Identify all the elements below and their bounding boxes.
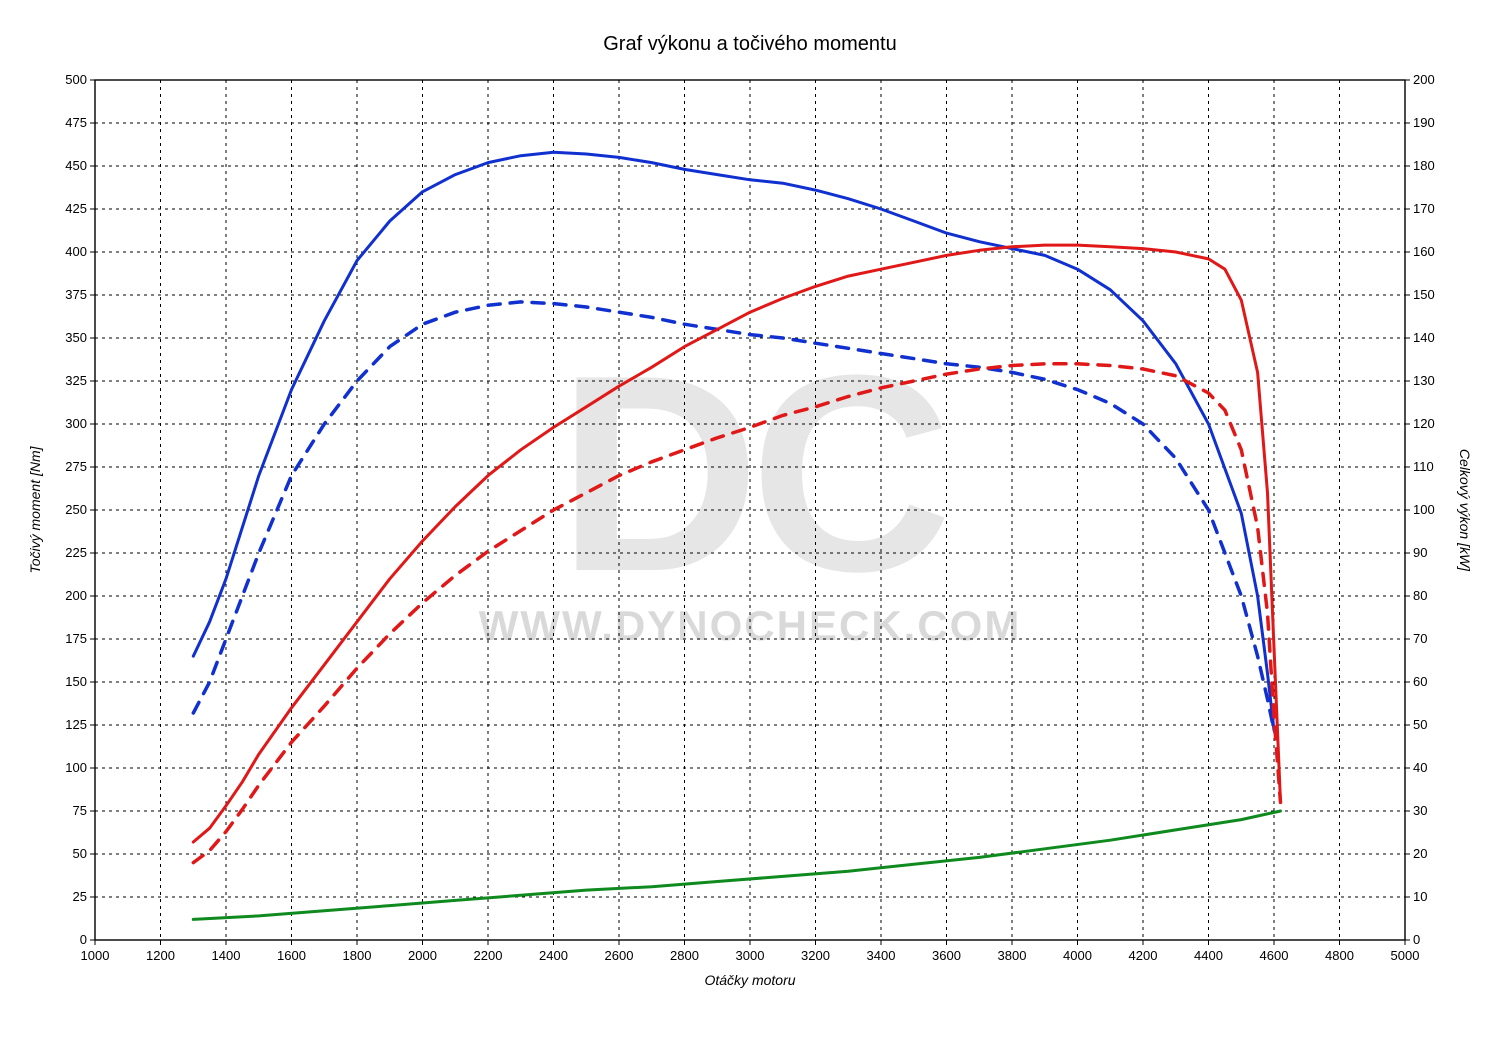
x-tick: 4000	[1063, 948, 1092, 963]
y-right-tick: 170	[1413, 201, 1435, 216]
y-right-tick: 30	[1413, 803, 1427, 818]
x-tick: 4400	[1194, 948, 1223, 963]
y-right-tick: 190	[1413, 115, 1435, 130]
x-tick: 3600	[932, 948, 961, 963]
y-left-tick: 175	[65, 631, 87, 646]
y-left-tick: 450	[65, 158, 87, 173]
y-right-tick: 20	[1413, 846, 1427, 861]
x-tick: 1200	[146, 948, 175, 963]
x-tick: 2000	[408, 948, 437, 963]
y-left-tick: 300	[65, 416, 87, 431]
y-right-axis-label: Celkový výkon [kW]	[1457, 449, 1473, 572]
y-left-tick: 0	[80, 932, 87, 947]
y-right-tick: 80	[1413, 588, 1427, 603]
y-left-tick: 475	[65, 115, 87, 130]
y-right-tick: 130	[1413, 373, 1435, 388]
x-tick: 4600	[1260, 948, 1289, 963]
x-tick: 3000	[736, 948, 765, 963]
x-tick: 4800	[1325, 948, 1354, 963]
y-right-tick: 40	[1413, 760, 1427, 775]
y-right-tick: 200	[1413, 72, 1435, 87]
chart-title: Graf výkonu a točivého momentu	[603, 33, 896, 55]
y-left-tick: 25	[73, 889, 87, 904]
x-tick: 2400	[539, 948, 568, 963]
y-right-tick: 110	[1413, 459, 1434, 474]
x-tick: 5000	[1391, 948, 1420, 963]
x-tick: 3200	[801, 948, 830, 963]
x-tick: 2200	[474, 948, 503, 963]
y-right-tick: 180	[1413, 158, 1435, 173]
y-right-tick: 120	[1413, 416, 1435, 431]
y-right-tick: 160	[1413, 244, 1435, 259]
y-left-tick: 400	[65, 244, 87, 259]
y-right-tick: 140	[1413, 330, 1435, 345]
x-tick: 1800	[343, 948, 372, 963]
x-tick: 1600	[277, 948, 306, 963]
y-right-tick: 150	[1413, 287, 1435, 302]
x-tick: 1400	[212, 948, 241, 963]
y-left-tick: 50	[73, 846, 87, 861]
watermark-dc: DC	[558, 318, 947, 630]
y-left-tick: 200	[65, 588, 87, 603]
x-axis-label: Otáčky motoru	[704, 972, 795, 988]
y-left-tick: 250	[65, 502, 87, 517]
y-left-tick: 425	[65, 201, 87, 216]
y-left-tick: 150	[65, 674, 87, 689]
y-left-tick: 325	[65, 373, 87, 388]
x-tick: 3800	[998, 948, 1027, 963]
y-right-tick: 90	[1413, 545, 1427, 560]
y-right-tick: 10	[1413, 889, 1427, 904]
y-left-tick: 275	[65, 459, 87, 474]
y-left-axis-label: Točivý moment [Nm]	[27, 445, 43, 573]
y-left-tick: 100	[65, 760, 87, 775]
y-left-tick: 225	[65, 545, 87, 560]
dyno-chart: Graf výkonu a točivého momentu DCWWW.DYN…	[0, 0, 1500, 1041]
x-tick: 3400	[867, 948, 896, 963]
x-tick: 4200	[1129, 948, 1158, 963]
y-right-tick: 0	[1413, 932, 1420, 947]
x-tick: 2600	[605, 948, 634, 963]
y-right-tick: 70	[1413, 631, 1427, 646]
x-tick: 2800	[670, 948, 699, 963]
y-right-tick: 100	[1413, 502, 1435, 517]
y-left-tick: 500	[65, 72, 87, 87]
y-left-tick: 75	[73, 803, 87, 818]
y-left-tick: 350	[65, 330, 87, 345]
x-tick: 1000	[81, 948, 110, 963]
y-right-tick: 50	[1413, 717, 1427, 732]
y-right-tick: 60	[1413, 674, 1427, 689]
y-left-tick: 125	[65, 717, 87, 732]
y-left-tick: 375	[65, 287, 87, 302]
